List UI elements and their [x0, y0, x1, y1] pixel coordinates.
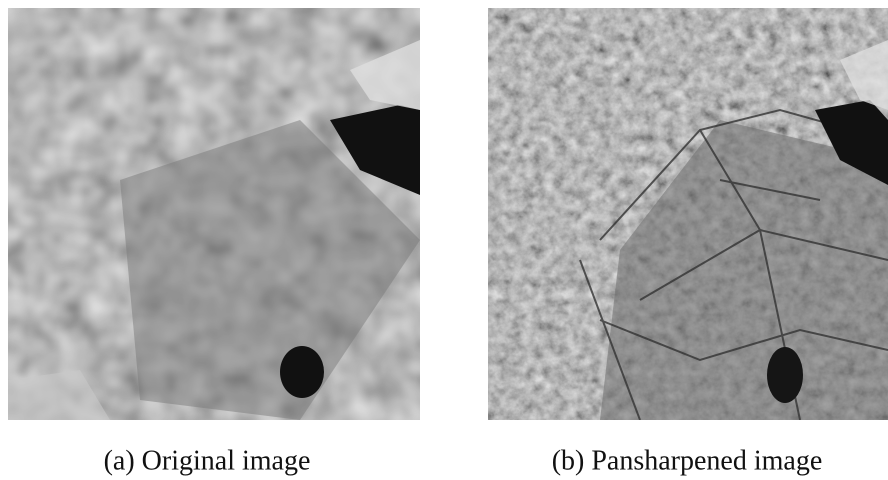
pansharpened-image: [488, 8, 888, 420]
figure: (a) Original image (b) Pansharpened imag…: [0, 0, 888, 480]
original-image: [8, 8, 420, 420]
caption: (a) Original image: [104, 445, 311, 476]
page: (a) Original image (b) Pansharpened imag…: [0, 0, 888, 480]
caption: (b) Pansharpened image: [552, 445, 823, 476]
